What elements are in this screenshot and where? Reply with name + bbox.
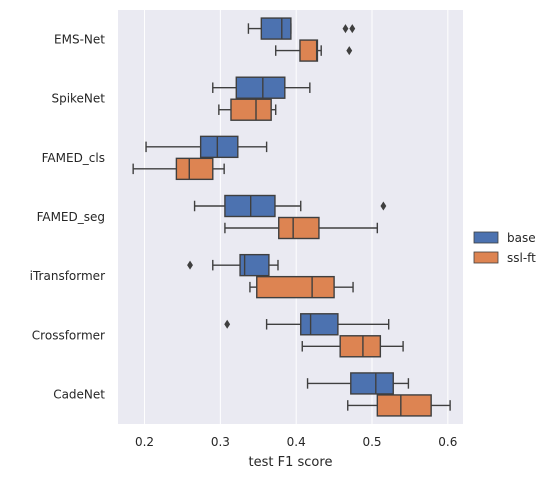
y-tick-label: CadeNet [53,387,105,401]
x-tick-label: 0.2 [135,435,154,449]
y-tick-label: iTransformer [30,269,105,283]
box-iTransformer-ssl-ft [249,275,354,299]
outlier-point [380,201,387,211]
x-tick-labels: 0.2 0.3 0.4 0.5 0.6 [135,435,457,449]
x-axis-label: test F1 score [249,455,333,470]
x-tick-label: 0.4 [287,435,306,449]
box-series [132,17,451,417]
box-SpikeNet-base [212,76,311,99]
iqr-box [278,216,320,240]
outlier-point [224,319,231,329]
y-tick-label: SpikeNet [51,92,105,106]
box-EMS-Net-ssl-ft [275,39,353,62]
legend: base ssl-ft [473,231,536,265]
box-FAMED_cls-base [145,135,268,159]
iqr-box [339,335,382,358]
iqr-box [224,194,276,218]
box-CadeNet-base [306,372,410,395]
legend-label-base: base [507,231,536,245]
legend-swatch-base [473,231,499,244]
x-tick-label: 0.3 [211,435,230,449]
iqr-box [199,135,239,159]
legend-label-ssl-ft: ssl-ft [507,251,536,265]
iqr-box [376,394,432,417]
series-ssl-ft [132,39,451,417]
box-FAMED_seg-ssl-ft [224,216,379,240]
box-FAMED_cls-ssl-ft [132,157,225,181]
x-tick-label: 0.5 [362,435,381,449]
legend-swatch-ssl-ft [473,251,499,264]
box-EMS-Net-base [247,17,356,40]
box-CadeNet-ssl-ft [347,394,451,417]
box-iTransformer-base [187,253,279,277]
iqr-box [175,157,214,181]
box-Crossformer-base [224,313,390,336]
outlier-point [346,46,353,56]
box-SpikeNet-ssl-ft [218,98,277,121]
iqr-box [230,98,272,121]
series-base [145,17,410,395]
y-tick-label: Crossformer [32,328,105,342]
iqr-box [299,39,319,62]
y-tick-label: FAMED_cls [42,151,105,165]
outlier-point [187,260,193,270]
iqr-box [300,313,339,336]
box-Crossformer-ssl-ft [301,335,404,358]
y-tick-label: FAMED_seg [37,210,105,224]
box-FAMED_seg-base [193,194,387,218]
x-tick-label: 0.6 [438,435,457,449]
outlier-point [349,24,356,34]
y-tick-labels: EMS-Net SpikeNet FAMED_cls FAMED_seg iTransf… [30,33,106,402]
iqr-box [350,372,394,395]
iqr-box [239,253,270,277]
iqr-box [235,76,286,99]
y-tick-label: EMS-Net [54,33,105,47]
outlier-point [342,24,349,34]
iqr-box [260,17,292,40]
iqr-box [256,275,335,299]
